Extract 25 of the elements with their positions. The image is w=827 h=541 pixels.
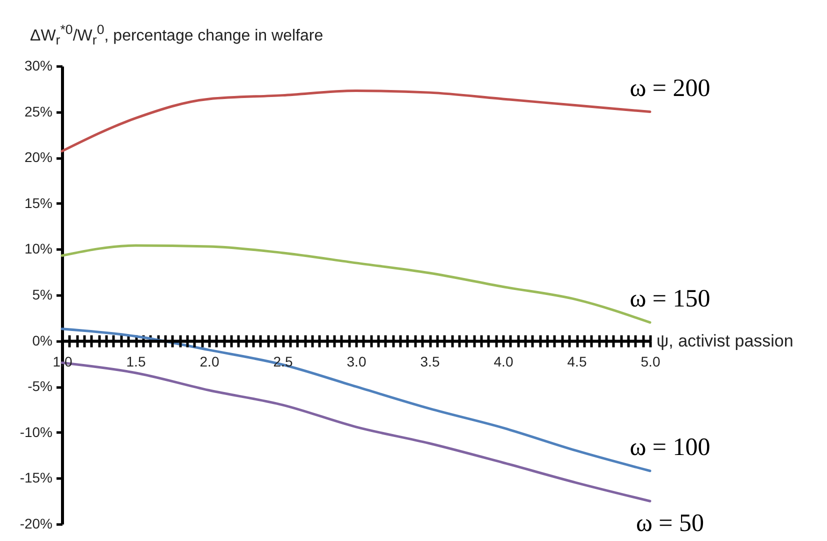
- x-tick-label: 1.5: [126, 353, 146, 370]
- y-tick-label: 10%: [24, 240, 52, 257]
- series-label: ω = 50: [636, 510, 704, 538]
- x-tick-label: 3.5: [420, 353, 440, 370]
- y-tick-label: -20%: [20, 516, 52, 532]
- y-tick-label: 30%: [24, 58, 52, 74]
- y-axis-title: ΔW$_{r}$$^{*0}$/W$_{r}$$^{0}$, percentage change in welfare: [30, 22, 324, 48]
- y-tick-label: 20%: [24, 149, 52, 166]
- y-tick-label: -15%: [20, 470, 52, 486]
- y-tick-label: 0%: [32, 332, 52, 348]
- y-tick-label: 15%: [24, 194, 52, 211]
- y-tick-label: 25%: [24, 103, 52, 120]
- line-series: [60, 244, 652, 324]
- series-label: ω = 150: [630, 285, 710, 312]
- y-tick-label: 5%: [32, 286, 52, 302]
- x-tick-label: 2.0: [200, 353, 220, 370]
- x-tick-label: 4.0: [494, 353, 514, 370]
- series-label: ω = 200: [630, 74, 710, 102]
- x-tick-label: 3.0: [346, 353, 366, 370]
- x-tick-label: 5.0: [640, 353, 660, 370]
- y-tick-label: -5%: [28, 378, 52, 394]
- y-tick-label: -10%: [20, 424, 52, 440]
- x-axis-title: ψ, activist passion: [656, 331, 794, 350]
- x-tick-label: 4.5: [567, 353, 587, 370]
- series-label: ω = 100: [630, 434, 710, 461]
